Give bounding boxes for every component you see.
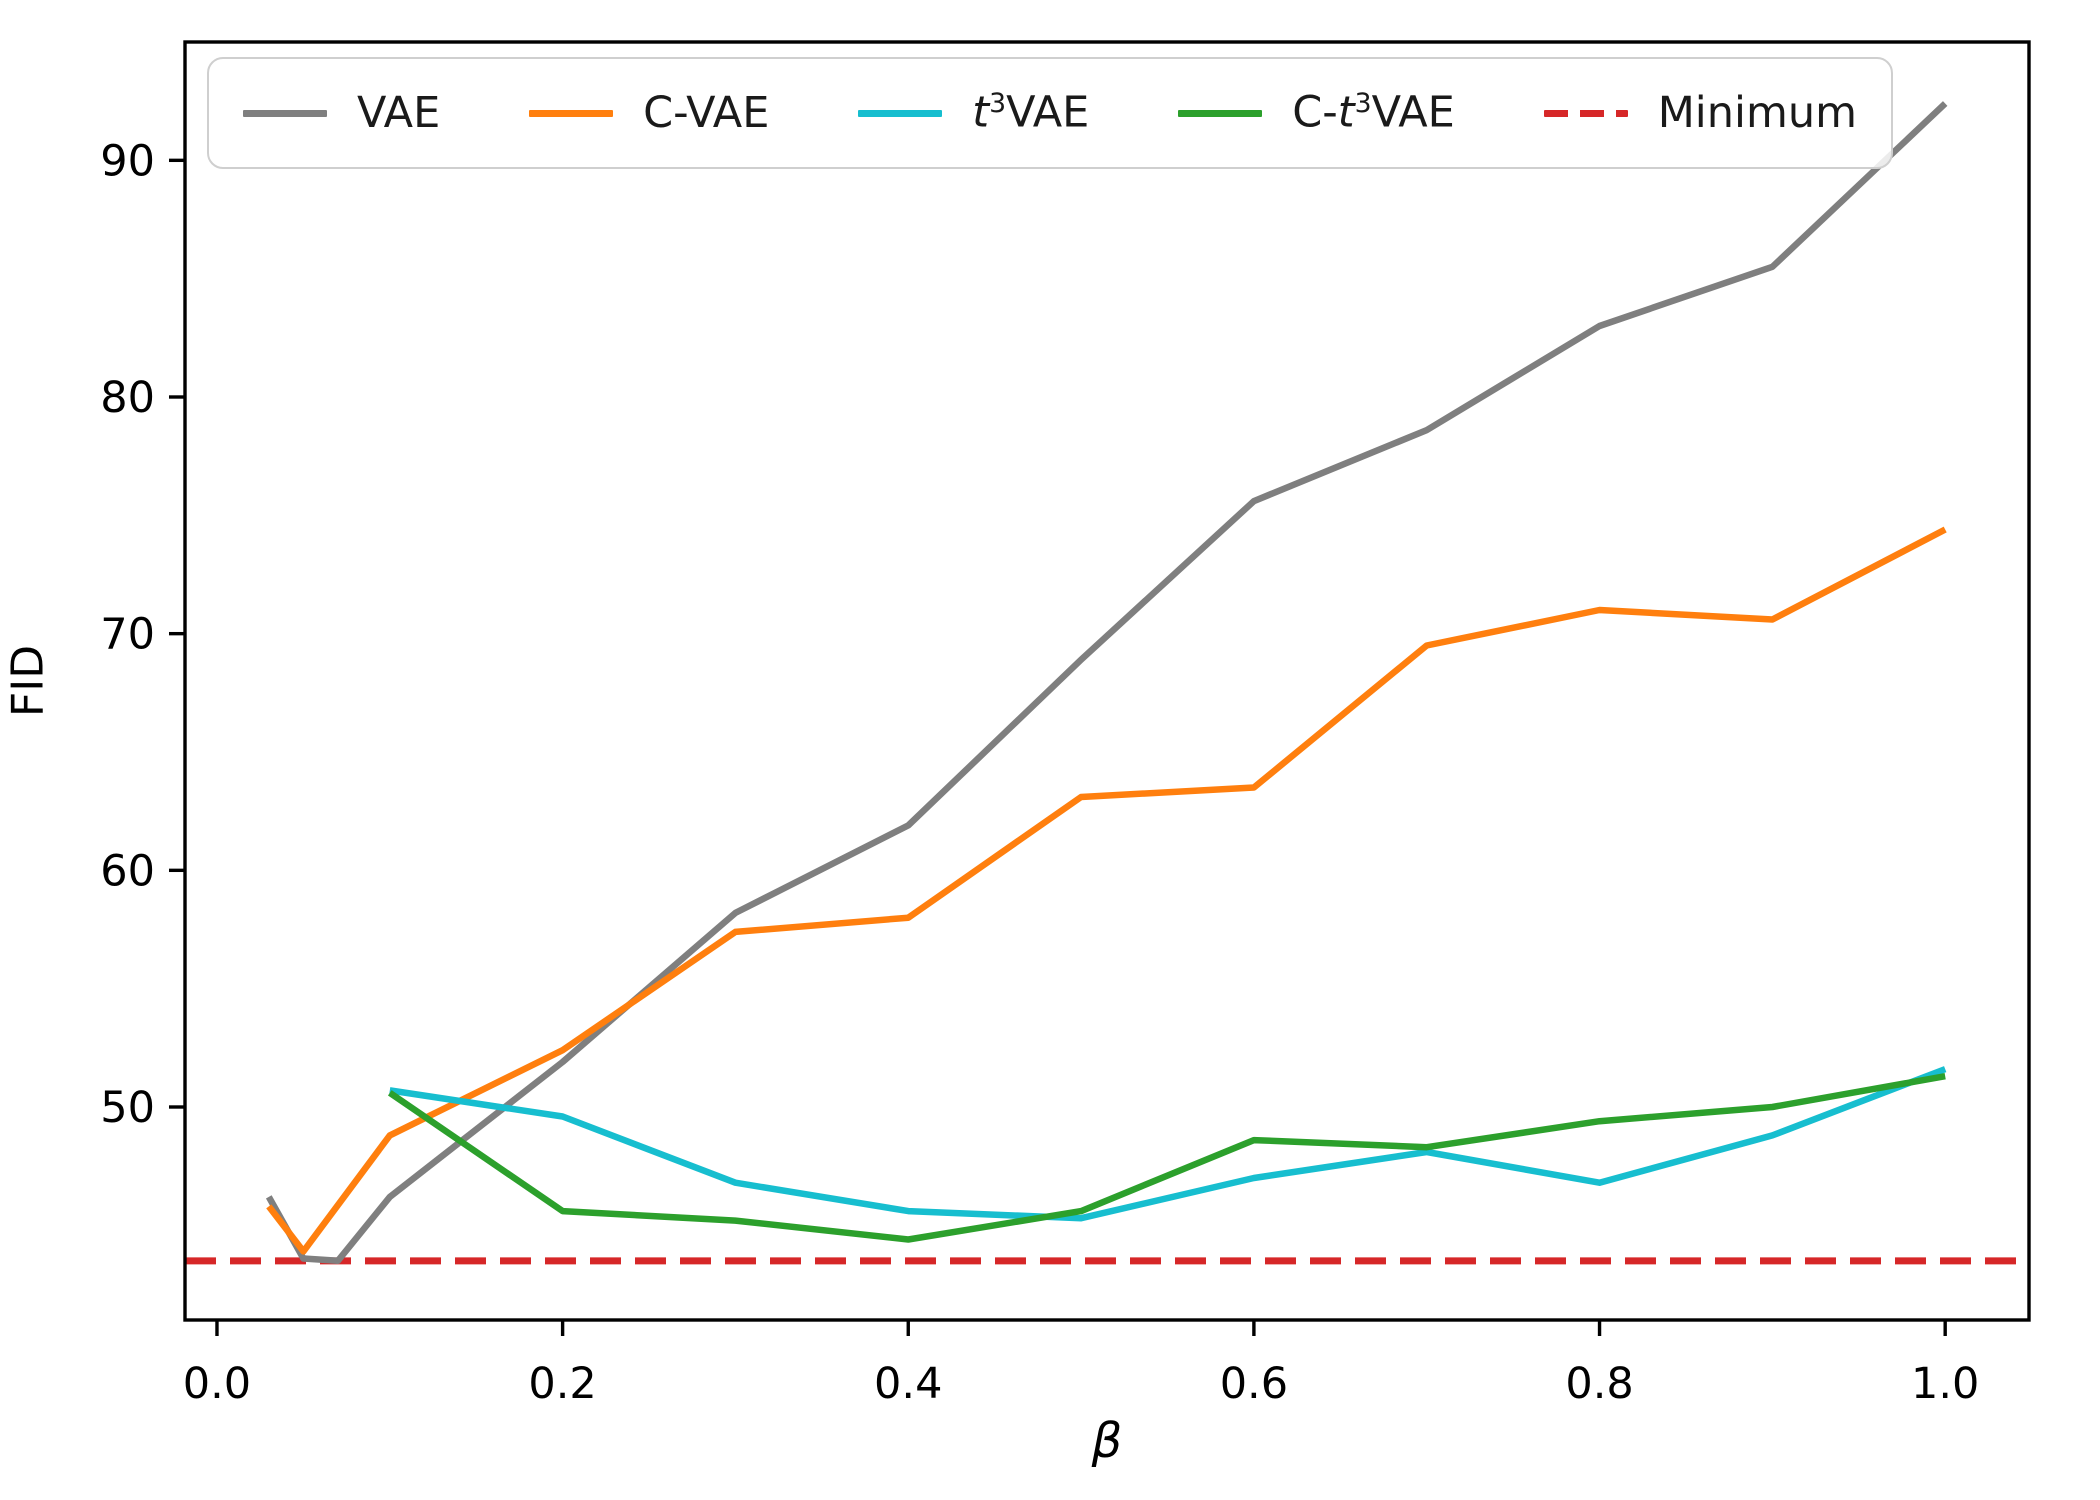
y-tick-label-80: 80 xyxy=(100,373,155,423)
plot-border xyxy=(183,40,2031,1322)
y-tick-label-60: 60 xyxy=(100,846,155,896)
series-line-t3vae xyxy=(389,1066,1947,1222)
y-tick-label-70: 70 xyxy=(100,610,155,660)
legend-item-vae: VAE xyxy=(243,87,441,138)
series-line-c-t3vae xyxy=(387,1073,1946,1243)
legend-label-vae: VAE xyxy=(357,87,441,138)
legend-label-minimum: Minimum xyxy=(1657,87,1857,138)
x-tick-label-0.4: 0.4 xyxy=(874,1359,942,1409)
x-tick-label-0.8: 0.8 xyxy=(1565,1359,1633,1409)
legend-line-swatch-t3vae-icon xyxy=(858,109,943,117)
legend-line-swatch-c-t3vae-icon xyxy=(1178,109,1263,117)
y-axis-label: FID xyxy=(2,644,54,718)
legend: VAE C-VAE t3VAE C-t3VAE Minimum xyxy=(207,57,1893,169)
legend-item-minimum: Minimum xyxy=(1543,87,1857,138)
x-tick-label-0.6: 0.6 xyxy=(1220,1359,1288,1409)
x-tick-label-0.2: 0.2 xyxy=(528,1359,596,1409)
y-tick-label-90: 90 xyxy=(100,136,155,186)
legend-label-c-vae: C-VAE xyxy=(643,87,770,138)
legend-item-c-t3vae: C-t3VAE xyxy=(1178,87,1455,138)
legend-line-swatch-vae-icon xyxy=(243,109,327,117)
x-tick-label-1.0: 1.0 xyxy=(1911,1359,1979,1409)
legend-line-swatch-c-vae-icon xyxy=(529,109,614,117)
legend-item-t3vae: t3VAE xyxy=(858,87,1090,138)
legend-line-swatch-minimum-icon xyxy=(1543,109,1628,117)
legend-label-t3vae: t3VAE xyxy=(972,87,1090,138)
x-tick-label-0.0: 0.0 xyxy=(183,1359,251,1409)
x-axis-label: β xyxy=(1091,1413,1123,1469)
y-tick-label-50: 50 xyxy=(100,1083,155,1133)
legend-label-c-t3vae: C-t3VAE xyxy=(1292,87,1455,138)
series-line-c-vae xyxy=(266,526,1947,1255)
series-line-vae xyxy=(265,101,1948,1265)
legend-item-c-vae: C-VAE xyxy=(529,87,770,138)
